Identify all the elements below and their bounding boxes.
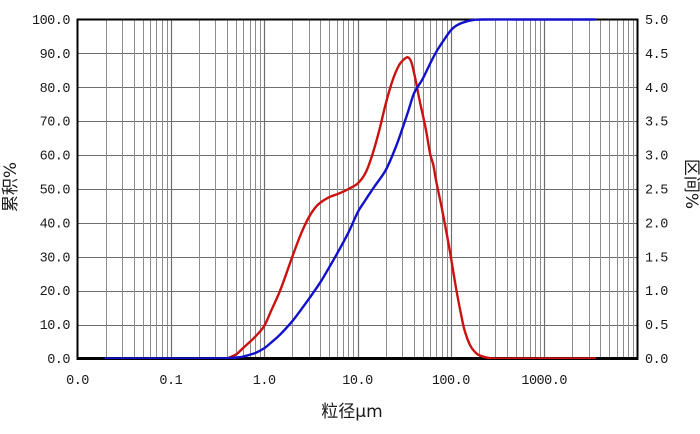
curve-interval-percent bbox=[225, 56, 597, 359]
right-y-tick-label: 3.5 bbox=[645, 116, 668, 131]
left-y-tick-label: 10.0 bbox=[40, 319, 71, 334]
x-tick-label: 100.0 bbox=[432, 374, 470, 389]
right-y-tick-label: 1.5 bbox=[645, 251, 668, 266]
left-y-tick-label: 50.0 bbox=[40, 184, 71, 199]
left-y-tick-label: 40.0 bbox=[40, 217, 71, 232]
curve-cumulative-percent bbox=[104, 18, 597, 359]
right-y-axis-title: 区间% bbox=[681, 159, 700, 209]
x-tick-label: 1.0 bbox=[253, 374, 276, 389]
x-axis-title: 粒径μm bbox=[321, 402, 382, 422]
right-y-tick-label: 3.0 bbox=[645, 150, 668, 165]
left-y-tick-label: 20.0 bbox=[40, 285, 71, 300]
x-tick-label: 1000.0 bbox=[521, 374, 567, 389]
x-tick-label: 10.0 bbox=[342, 374, 373, 389]
left-y-tick-label: 100.0 bbox=[32, 14, 70, 29]
right-y-tick-label: 4.5 bbox=[645, 48, 668, 63]
left-y-axis-title: 累积% bbox=[1, 162, 21, 212]
tick-labels: 0.0 10.0 20.0 30.0 40.0 50.0 60.0 70.0 80.0 90.0 1… bbox=[32, 14, 669, 389]
gridlines bbox=[77, 19, 638, 359]
right-y-tick-label: 1.0 bbox=[645, 285, 668, 300]
x-tick-label: 0.0 bbox=[66, 374, 89, 389]
right-y-tick-label: 5.0 bbox=[645, 14, 668, 29]
right-y-tick-label: 0.0 bbox=[645, 353, 668, 368]
right-y-tick-label: 2.5 bbox=[645, 184, 668, 199]
left-y-tick-label: 90.0 bbox=[40, 48, 71, 63]
curves bbox=[104, 18, 597, 359]
x-tick-label: 0.1 bbox=[159, 374, 182, 389]
right-y-tick-label: 4.0 bbox=[645, 82, 668, 97]
left-y-tick-label: 30.0 bbox=[40, 251, 71, 266]
left-y-tick-label: 0.0 bbox=[47, 353, 70, 368]
left-y-tick-label: 80.0 bbox=[40, 82, 71, 97]
left-y-tick-label: 70.0 bbox=[40, 116, 71, 131]
left-y-tick-label: 60.0 bbox=[40, 150, 71, 165]
right-y-tick-label: 2.0 bbox=[645, 217, 668, 232]
right-y-tick-label: 0.5 bbox=[645, 319, 668, 334]
